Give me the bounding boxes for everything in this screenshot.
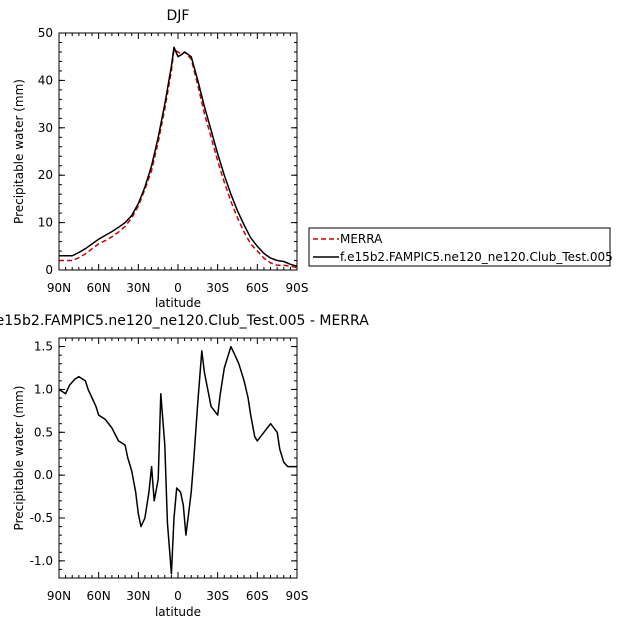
panel-1-series (59, 46, 298, 269)
y-tick-label: -0.5 (30, 511, 53, 525)
y-tick-label: 40 (38, 73, 53, 87)
panel-1: DJF 0 10 20 30 40 50 90N 60N 30N 0 30S 60S 90S latit… (12, 8, 308, 310)
panel-1-xlabel: latitude (155, 296, 201, 310)
x-tick-label: 90S (286, 589, 309, 603)
panel-1-ticks: 0 10 20 30 40 50 90N 60N 30N 0 30S 60S 90S (38, 26, 309, 295)
panel-2-title: f.e15b2.FAMPIC5.ne120_ne120.Club_Test.00… (0, 313, 369, 329)
panel-2-ylabel: Precipitable water (mm) (12, 386, 26, 531)
x-tick-label: 0 (174, 589, 182, 603)
y-tick-label: 1.5 (34, 340, 53, 354)
y-tick-label: 20 (38, 168, 53, 182)
x-tick-label: 90N (47, 281, 71, 295)
x-tick-label: 90S (286, 281, 309, 295)
x-tick-label: 30N (126, 281, 150, 295)
x-tick-label: 60N (87, 281, 111, 295)
legend-label-merra: MERRA (340, 232, 383, 246)
x-tick-label: 90N (47, 589, 71, 603)
y-tick-label: -1.0 (30, 554, 53, 568)
x-tick-label: 30S (206, 281, 229, 295)
y-tick-label: 0 (45, 263, 53, 277)
x-tick-label: 0 (174, 281, 182, 295)
y-tick-label: 10 (38, 216, 53, 230)
y-tick-label: 1.0 (34, 382, 53, 396)
panel-2-frame (58, 337, 298, 579)
x-tick-label: 60N (87, 589, 111, 603)
legend: MERRA f.e15b2.FAMPIC5.ne120_ne120.Club_T… (308, 227, 613, 267)
panel-2-xlabel: latitude (155, 605, 201, 619)
x-tick-label: 60S (246, 589, 269, 603)
x-tick-label: 30N (126, 589, 150, 603)
legend-box (308, 227, 611, 267)
panel-1-series-1-line (59, 48, 298, 269)
y-tick-label: 50 (38, 26, 53, 40)
y-tick-label: 0.5 (34, 425, 53, 439)
x-tick-label: 60S (246, 281, 269, 295)
panel-1-ylabel: Precipitable water (mm) (12, 79, 26, 224)
y-tick-label: 30 (38, 121, 53, 135)
panel-2-ticks: -1.0 -0.5 0.0 0.5 1.0 1.5 90N 60N 30N 0 30S 60S 90S (30, 337, 309, 603)
panel-2: f.e15b2.FAMPIC5.ne120_ne120.Club_Test.00… (0, 313, 369, 619)
panel-2-series-1-line (58, 345, 297, 575)
panel-1-title: DJF (167, 8, 190, 24)
panel-1-series-2-line (59, 46, 298, 267)
y-tick-label: 0.0 (34, 468, 53, 482)
legend-label-model: f.e15b2.FAMPIC5.ne120_ne120.Club_Test.00… (340, 250, 613, 264)
panel-1-frame (58, 32, 298, 271)
panel-2-series (58, 345, 297, 575)
x-tick-label: 30S (206, 589, 229, 603)
